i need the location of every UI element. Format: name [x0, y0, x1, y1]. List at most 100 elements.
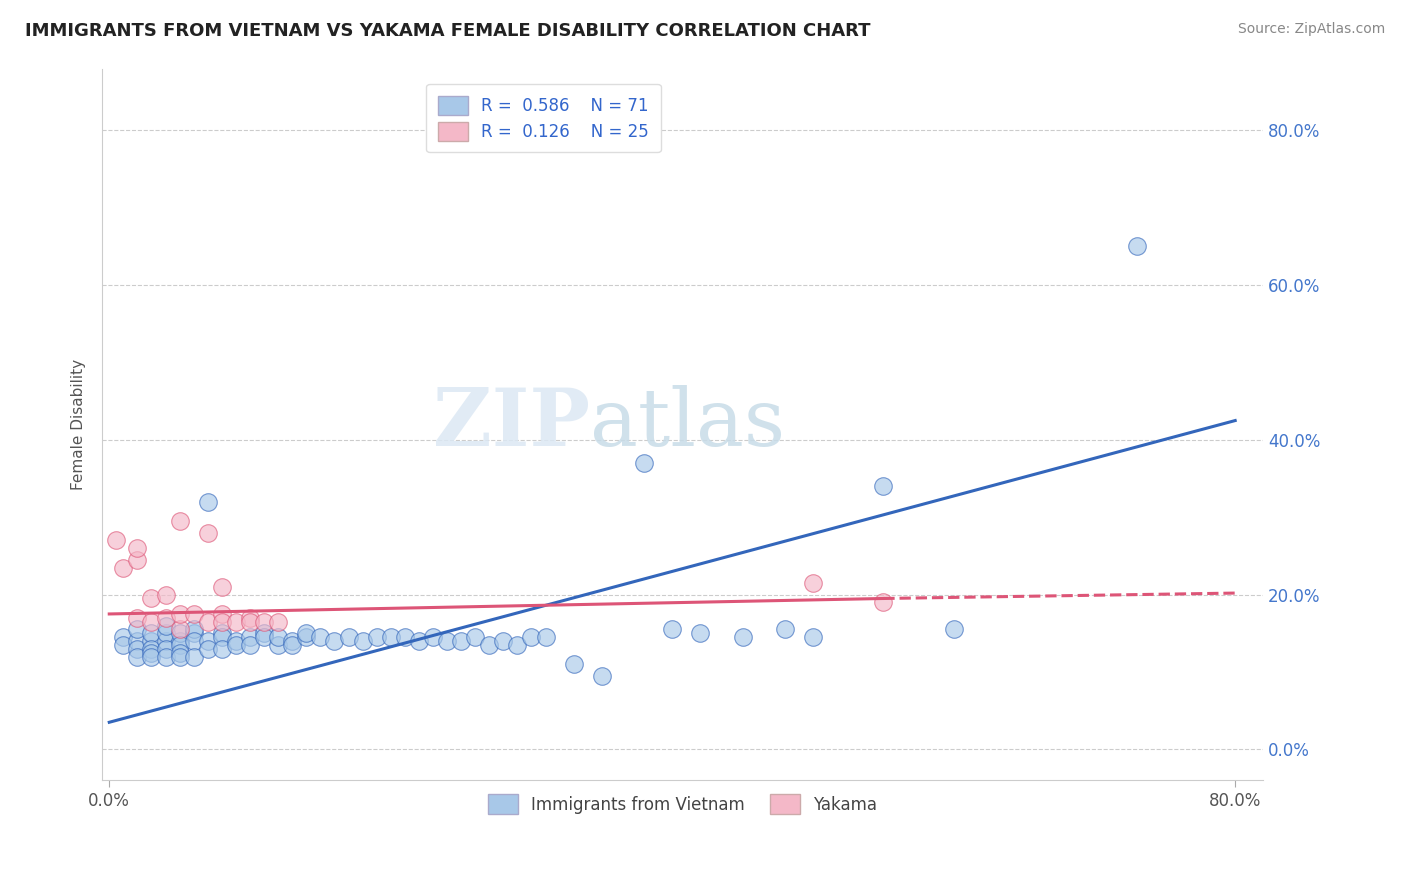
- Point: [801, 576, 824, 591]
- Point: [422, 630, 444, 644]
- Point: [380, 630, 402, 644]
- Point: [112, 560, 135, 574]
- Point: [141, 649, 163, 664]
- Point: [155, 611, 177, 625]
- Point: [211, 607, 233, 621]
- Point: [197, 641, 219, 656]
- Point: [127, 641, 149, 656]
- Point: [141, 626, 163, 640]
- Point: [281, 634, 304, 648]
- Point: [239, 638, 262, 652]
- Point: [689, 626, 711, 640]
- Point: [633, 456, 655, 470]
- Point: [211, 630, 233, 644]
- Point: [872, 479, 894, 493]
- Point: [239, 630, 262, 644]
- Y-axis label: Female Disability: Female Disability: [72, 359, 86, 490]
- Point: [197, 615, 219, 629]
- Point: [211, 615, 233, 629]
- Point: [436, 634, 458, 648]
- Point: [141, 615, 163, 629]
- Point: [211, 580, 233, 594]
- Point: [872, 595, 894, 609]
- Point: [267, 630, 290, 644]
- Point: [352, 634, 374, 648]
- Point: [183, 649, 205, 664]
- Point: [183, 634, 205, 648]
- Point: [155, 649, 177, 664]
- Point: [155, 588, 177, 602]
- Point: [492, 634, 515, 648]
- Point: [942, 623, 965, 637]
- Point: [211, 641, 233, 656]
- Text: IMMIGRANTS FROM VIETNAM VS YAKAMA FEMALE DISABILITY CORRELATION CHART: IMMIGRANTS FROM VIETNAM VS YAKAMA FEMALE…: [25, 22, 870, 40]
- Point: [450, 634, 472, 648]
- Point: [183, 626, 205, 640]
- Point: [731, 630, 754, 644]
- Point: [267, 638, 290, 652]
- Point: [127, 649, 149, 664]
- Point: [464, 630, 486, 644]
- Point: [197, 634, 219, 648]
- Text: atlas: atlas: [591, 385, 785, 464]
- Point: [169, 634, 191, 648]
- Point: [169, 514, 191, 528]
- Legend: Immigrants from Vietnam, Yakama: Immigrants from Vietnam, Yakama: [477, 783, 889, 825]
- Point: [281, 638, 304, 652]
- Point: [183, 607, 205, 621]
- Point: [534, 630, 557, 644]
- Point: [197, 525, 219, 540]
- Point: [366, 630, 388, 644]
- Point: [155, 626, 177, 640]
- Point: [155, 641, 177, 656]
- Point: [155, 618, 177, 632]
- Point: [197, 495, 219, 509]
- Text: Source: ZipAtlas.com: Source: ZipAtlas.com: [1237, 22, 1385, 37]
- Point: [183, 623, 205, 637]
- Point: [408, 634, 430, 648]
- Point: [801, 630, 824, 644]
- Point: [225, 638, 247, 652]
- Point: [253, 615, 276, 629]
- Point: [127, 611, 149, 625]
- Point: [562, 657, 585, 672]
- Point: [211, 626, 233, 640]
- Point: [337, 630, 360, 644]
- Point: [295, 626, 318, 640]
- Point: [169, 623, 191, 637]
- Point: [112, 638, 135, 652]
- Point: [239, 615, 262, 629]
- Point: [127, 623, 149, 637]
- Point: [394, 630, 416, 644]
- Point: [105, 533, 128, 548]
- Point: [773, 623, 796, 637]
- Point: [169, 638, 191, 652]
- Point: [141, 634, 163, 648]
- Point: [239, 611, 262, 625]
- Point: [506, 638, 529, 652]
- Point: [295, 630, 318, 644]
- Point: [127, 634, 149, 648]
- Text: ZIP: ZIP: [433, 385, 591, 464]
- Point: [169, 607, 191, 621]
- Point: [141, 646, 163, 660]
- Point: [253, 630, 276, 644]
- Point: [1125, 239, 1147, 253]
- Point: [112, 630, 135, 644]
- Point: [309, 630, 332, 644]
- Point: [661, 623, 683, 637]
- Point: [267, 615, 290, 629]
- Point: [253, 626, 276, 640]
- Point: [591, 669, 613, 683]
- Point: [323, 634, 346, 648]
- Point: [127, 541, 149, 556]
- Point: [520, 630, 543, 644]
- Point: [169, 646, 191, 660]
- Point: [169, 649, 191, 664]
- Point: [127, 553, 149, 567]
- Point: [141, 641, 163, 656]
- Point: [478, 638, 501, 652]
- Point: [225, 615, 247, 629]
- Point: [225, 634, 247, 648]
- Point: [169, 626, 191, 640]
